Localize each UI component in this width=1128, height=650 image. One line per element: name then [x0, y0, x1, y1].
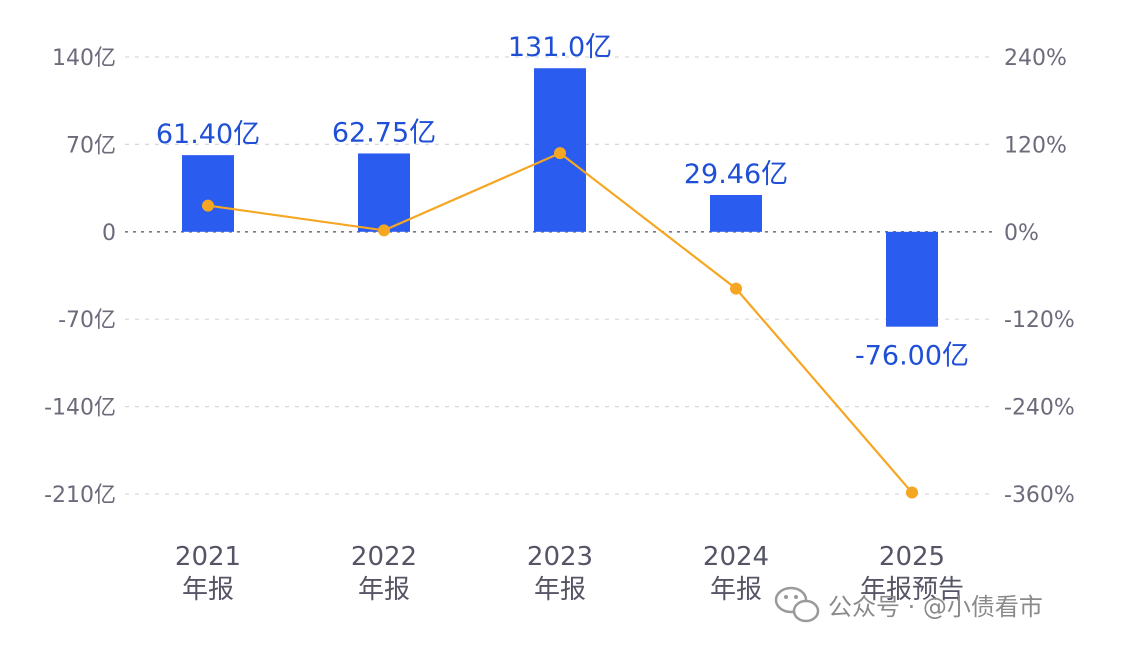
right-tick-label: -360% — [1004, 483, 1075, 508]
bar — [710, 195, 762, 232]
line-point — [554, 147, 566, 160]
data-label: 62.75亿 — [332, 117, 436, 148]
line-point — [202, 199, 214, 212]
category-label: 2024 — [703, 542, 769, 572]
line-point — [906, 486, 918, 499]
left-tick-label: -70亿 — [58, 308, 116, 333]
left-axis: 140亿 70亿 0 -70亿 -140亿 -210亿 — [44, 46, 116, 508]
line-point — [730, 282, 742, 295]
right-tick-label: -240% — [1004, 396, 1075, 421]
category-label: 年报 — [710, 575, 762, 605]
left-tick-label: -140亿 — [44, 396, 116, 421]
category-label: 2025 — [879, 542, 945, 572]
data-label: 29.46亿 — [684, 159, 788, 190]
category-label: 年报预告 — [860, 575, 964, 605]
line-point — [378, 224, 390, 237]
left-tick-label: -210亿 — [44, 483, 116, 508]
line-series — [202, 147, 918, 499]
category-label: 2022 — [351, 542, 417, 572]
right-tick-label: 120% — [1004, 133, 1067, 158]
left-tick-label: 70亿 — [66, 133, 116, 158]
category-label: 年报 — [534, 575, 586, 605]
left-tick-label: 140亿 — [52, 46, 116, 71]
bar — [358, 153, 410, 232]
category-label: 2023 — [527, 542, 593, 572]
data-label: -76.00亿 — [855, 341, 969, 372]
category-label: 2021 — [175, 542, 241, 572]
data-label: 61.40亿 — [156, 119, 260, 150]
watermark: 公众号 · @小债看市 — [774, 586, 1043, 623]
data-labels: 61.40亿 62.75亿 131.0亿 29.46亿 -76.00亿 — [156, 32, 969, 371]
bar — [886, 231, 938, 327]
right-tick-label: 0% — [1004, 221, 1039, 246]
right-tick-label: -120% — [1004, 308, 1075, 333]
wechat-icon — [774, 586, 820, 623]
data-label: 131.0亿 — [508, 32, 612, 63]
gridlines — [125, 56, 995, 495]
right-axis: 240% 120% 0% -120% -240% -360% — [1004, 46, 1075, 508]
watermark-text: 公众号 · @小债看市 — [828, 593, 1043, 621]
right-tick-label: 240% — [1004, 46, 1067, 71]
bar-series — [182, 68, 938, 327]
bar — [182, 155, 234, 232]
category-label: 年报 — [358, 575, 410, 605]
left-tick-label: 0 — [102, 221, 116, 246]
category-label: 年报 — [182, 575, 234, 605]
